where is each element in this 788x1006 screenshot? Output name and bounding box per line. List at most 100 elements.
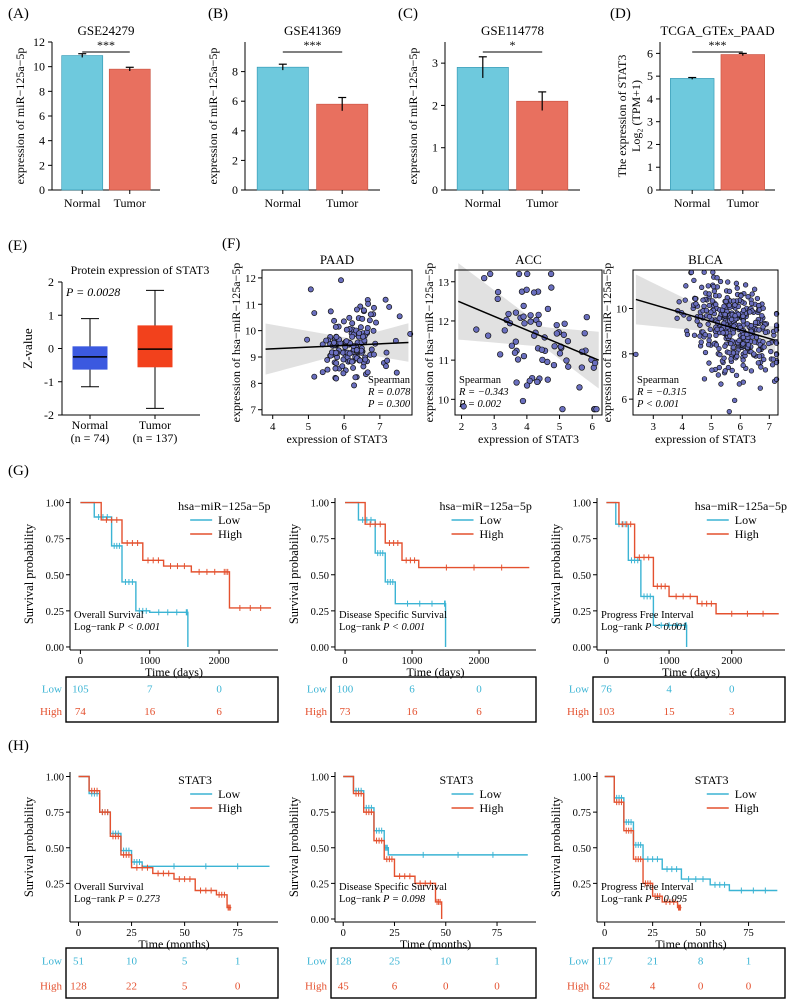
legend-title: hsa−miR−125a−5p — [178, 499, 270, 513]
y-axis-label: Survival probability — [549, 796, 563, 897]
scatter-point — [583, 313, 590, 321]
scatter-point — [715, 372, 721, 378]
x-tick-label: 2000 — [209, 656, 230, 667]
x-tick-label: 7 — [377, 421, 383, 433]
x-tick-label: 75 — [232, 928, 243, 939]
x-tick-label: 4 — [524, 421, 530, 433]
risk-count: 0 — [698, 981, 704, 993]
legend-label: High — [480, 801, 504, 815]
scatter-point — [508, 342, 516, 349]
scatter-point — [501, 327, 508, 334]
scatter-point — [323, 337, 330, 344]
scatter-point — [544, 305, 552, 313]
scatter-point — [593, 405, 600, 413]
scatter-point — [751, 286, 758, 292]
y-tick-label: 4 — [647, 92, 653, 106]
scatter-point — [710, 269, 716, 275]
legend-label: High — [735, 527, 759, 541]
y-tick-label: 0.75 — [573, 808, 591, 819]
y-tick-label: 2 — [48, 275, 54, 289]
legend-label: Low — [218, 513, 240, 527]
scatter-point — [705, 321, 711, 327]
scatter-points — [633, 269, 780, 415]
panel-label: (B) — [208, 6, 228, 22]
risk-count: 10 — [126, 956, 138, 968]
x-tick-label: 0 — [78, 656, 83, 667]
legend-title: STAT3 — [178, 773, 212, 787]
scatter-point — [505, 310, 512, 318]
scatter-point — [550, 361, 558, 369]
km-endpoint: Overall Survival — [74, 610, 144, 621]
y-tick-label: 0.75 — [573, 535, 591, 546]
y-tick-label: 0.50 — [46, 844, 64, 855]
chart-title: Protein expression of STAT3 — [71, 263, 210, 277]
y-tick-label: 0.25 — [573, 879, 591, 890]
risk-count: 6 — [476, 706, 482, 718]
scatter-point — [340, 318, 347, 325]
regression-line — [457, 300, 600, 361]
scatter-point — [706, 337, 712, 344]
y-tick-label: 1 — [432, 141, 438, 155]
scatter-point — [481, 274, 488, 282]
scatter-point — [524, 270, 531, 278]
y-tick-label: 0.25 — [573, 607, 591, 618]
scatter-point — [564, 338, 572, 345]
x-axis-label: Time (months) — [138, 937, 209, 951]
scatter-point — [740, 341, 746, 347]
scatter-point — [371, 351, 377, 358]
scatter-point — [346, 350, 353, 357]
scatter-point — [353, 347, 360, 354]
box-tumor — [137, 325, 173, 368]
scatter-point — [386, 304, 393, 310]
risk-count: 8 — [698, 956, 704, 968]
y-axis-label: expression of miR−125a−5p — [406, 48, 420, 185]
scatter-point — [527, 318, 534, 325]
bar-tumor — [108, 68, 151, 191]
risk-count: 76 — [601, 683, 613, 695]
risk-count: 5 — [182, 981, 188, 993]
risk-row-label: High — [40, 981, 63, 993]
scatter-point — [559, 405, 566, 413]
chart-title: GSE41369 — [284, 23, 341, 38]
y-tick-label: 8 — [39, 84, 45, 98]
x-tick-label: 0 — [602, 928, 607, 939]
x-tick-label: Tumor — [139, 418, 171, 432]
scatter-point — [766, 340, 772, 347]
scatter-point — [359, 315, 366, 322]
plot-frame — [261, 269, 413, 416]
km-curve-high — [80, 501, 272, 609]
risk-count: 45 — [338, 981, 350, 993]
bar-normal — [61, 55, 104, 191]
y-tick-label: 1.00 — [573, 773, 591, 784]
scatter-point — [726, 408, 732, 415]
km-logrank: Log−rank — [339, 894, 381, 905]
scatter-points — [304, 277, 414, 389]
risk-row-label: High — [40, 706, 63, 718]
y-tick-label: 6 — [232, 94, 238, 108]
scatter-point — [332, 349, 339, 356]
y-tick-label: 0.75 — [311, 808, 329, 819]
bar-tumor — [720, 54, 765, 191]
scatter-point — [762, 329, 769, 335]
risk-count: 6 — [409, 683, 415, 695]
scatter-point — [332, 365, 339, 372]
scatter-point — [512, 309, 520, 316]
x-tick-label: 3 — [491, 421, 497, 433]
x-tick-label: 5 — [709, 421, 715, 433]
scatter-point — [384, 357, 391, 364]
y-tick-label: 0.50 — [573, 844, 591, 855]
scatter-point — [393, 369, 400, 376]
stat-label: Spearman — [637, 375, 680, 386]
x-tick-label: 25 — [647, 928, 658, 939]
scatter-point — [693, 301, 699, 307]
km-endpoint: Disease Specific Survival — [339, 610, 447, 621]
legend-label: Low — [735, 513, 757, 527]
x-tick-label: 25 — [389, 928, 400, 939]
y-axis-label: Log₂ (TPM+1) — [629, 80, 643, 152]
scatter-point — [701, 376, 708, 382]
y-tick-label: 6 — [622, 394, 628, 406]
x-axis-label: Time (months) — [400, 937, 471, 951]
scatter-point — [740, 379, 746, 385]
bar-normal — [670, 78, 715, 191]
scatter-point — [732, 397, 738, 404]
